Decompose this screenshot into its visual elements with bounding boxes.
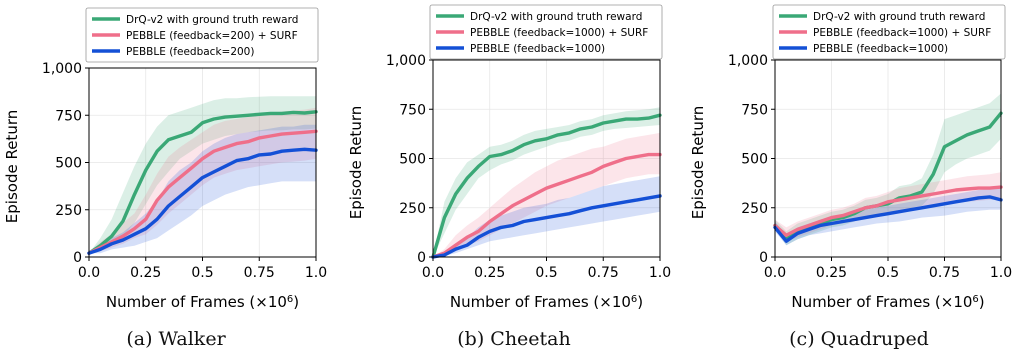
y-tick-label-2: 500 xyxy=(55,156,82,172)
y-tick-label-3: 750 xyxy=(399,102,426,118)
x-tick-label-0: 0.0 xyxy=(422,265,444,281)
y-tick-label-1: 250 xyxy=(399,201,426,217)
x-tick-label-2: 0.5 xyxy=(191,265,213,281)
legend-label-pebble: PEBBLE (feedback=1000) xyxy=(470,43,605,55)
legend-label-pebble: PEBBLE (feedback=1000) xyxy=(813,43,948,55)
x-tick-label-3: 0.75 xyxy=(588,265,619,281)
legend-label-surf: PEBBLE (feedback=1000) + SURF xyxy=(470,27,648,39)
band-drq xyxy=(775,93,1001,246)
x-axis-label: Number of Frames (×106) xyxy=(106,293,299,311)
legend-label-surf: PEBBLE (feedback=1000) + SURF xyxy=(813,27,991,39)
legend-label-surf: PEBBLE (feedback=200) + SURF xyxy=(126,30,298,42)
x-tick-label-1: 0.25 xyxy=(130,265,161,281)
legend: DrQ-v2 with ground truth reward PEBBLE (f… xyxy=(429,4,663,60)
x-tick-label-4: 1.0 xyxy=(305,265,327,281)
y-tick-label-4: 1,000 xyxy=(42,61,82,77)
x-axis-label: Number of Frames (×106) xyxy=(791,293,984,311)
x-tick-label-3: 0.75 xyxy=(244,265,275,281)
band-surf xyxy=(433,132,660,257)
y-tick-label-0: 0 xyxy=(73,250,82,266)
legend-label-pebble: PEBBLE (feedback=200) xyxy=(126,46,254,58)
legend-box xyxy=(429,4,663,60)
legend-label-drq: DrQ-v2 with ground truth reward xyxy=(813,11,985,23)
y-tick-label-2: 500 xyxy=(741,152,768,168)
legend-box xyxy=(85,7,319,63)
legend-label-drq: DrQ-v2 with ground truth reward xyxy=(470,11,642,23)
chart-panel-3: 0.0 0.25 0.5 0.75 1.0 0 250 500 750 1,000 Number o… xyxy=(689,4,1012,311)
series-line-pebble xyxy=(87,147,318,255)
caption-cheetah: (b) Cheetah xyxy=(457,328,571,350)
x-axis-label: Number of Frames (×106) xyxy=(450,293,643,311)
y-tick-label-0: 0 xyxy=(417,250,426,266)
caption-quadruped: (c) Quadruped xyxy=(789,328,929,350)
x-tick-label-2: 0.5 xyxy=(535,265,557,281)
x-tick-label-0: 0.0 xyxy=(78,265,100,281)
x-tick-label-1: 0.25 xyxy=(474,265,505,281)
legend: DrQ-v2 with ground truth reward PEBBLE (f… xyxy=(772,4,1006,60)
y-tick-label-4: 1,000 xyxy=(386,53,426,69)
x-tick-label-0: 0.0 xyxy=(764,265,786,281)
x-tick-label-4: 1.0 xyxy=(990,265,1012,281)
y-tick-label-0: 0 xyxy=(759,250,768,266)
y-tick-label-1: 250 xyxy=(55,203,82,219)
legend-label-drq: DrQ-v2 with ground truth reward xyxy=(126,14,298,26)
x-tick-label-1: 0.25 xyxy=(816,265,847,281)
chart-panel-1: 0.0 0.25 0.5 0.75 1.0 0 250 500 750 1,000 Number o… xyxy=(3,7,327,311)
y-tick-label-2: 500 xyxy=(399,152,426,168)
y-axis-label: Episode Return xyxy=(689,106,707,219)
series-line-surf xyxy=(87,129,318,255)
y-tick-label-1: 250 xyxy=(741,201,768,217)
series-line-pebble xyxy=(431,194,662,259)
series-line-drq xyxy=(431,113,662,259)
series-line-drq xyxy=(87,110,318,255)
y-axis-label: Episode Return xyxy=(347,106,365,219)
y-axis-label: Episode Return xyxy=(3,110,21,223)
series-line-drq xyxy=(773,111,1003,242)
y-tick-label-3: 750 xyxy=(55,108,82,124)
series-line-surf xyxy=(773,185,1003,238)
x-tick-label-4: 1.0 xyxy=(649,265,671,281)
x-tick-label-3: 0.75 xyxy=(929,265,960,281)
series-line-surf xyxy=(431,152,662,259)
y-tick-label-4: 1,000 xyxy=(728,53,768,69)
legend-box xyxy=(772,4,1006,60)
chart-panel-2: 0.0 0.25 0.5 0.75 1.0 0 250 500 750 1,000 Number o… xyxy=(347,4,671,311)
y-tick-label-3: 750 xyxy=(741,102,768,118)
x-tick-label-2: 0.5 xyxy=(877,265,899,281)
caption-walker: (a) Walker xyxy=(126,328,226,350)
series-line-pebble xyxy=(773,195,1003,243)
legend: DrQ-v2 with ground truth reward PEBBLE (f… xyxy=(85,7,319,63)
